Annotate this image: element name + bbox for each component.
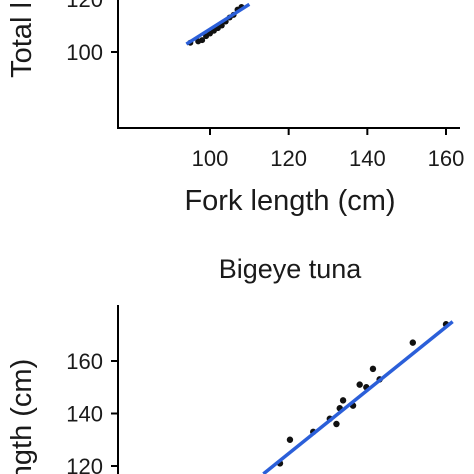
bottom-ticks: 120 140 160 [66, 349, 118, 474]
panel-top: 100 120 140 160 100 120 Fork length (cm) Tota… [6, 0, 464, 217]
bottom-data-point [333, 420, 340, 428]
top-y-axis-title: Total l [6, 2, 38, 78]
top-fit-line [185, 2, 251, 46]
panel-bottom: Bigeye tuna 120 140 160 ngth (cm) [6, 254, 454, 474]
bottom-data-point [409, 339, 416, 346]
bottom-y-tick-label: 120 [66, 454, 103, 474]
top-y-tick-label: 100 [66, 40, 103, 65]
bottom-fit-line [262, 320, 454, 474]
top-x-tick-label: 120 [270, 146, 307, 171]
bottom-y-axis-title: ngth (cm) [6, 359, 38, 474]
top-data-point [199, 37, 206, 44]
top-x-axis-title: Fork length (cm) [184, 185, 395, 217]
top-x-tick-label: 160 [428, 146, 465, 171]
bottom-data-point [286, 436, 294, 443]
top-y-tick-label: 120 [66, 0, 103, 12]
bottom-y-tick-label: 140 [66, 402, 103, 427]
top-ticks: 100 120 140 160 100 120 [66, 0, 464, 171]
top-plot-area [185, 2, 251, 46]
top-x-tick-label: 100 [192, 146, 229, 171]
bottom-data-point [339, 397, 347, 404]
bottom-plot-area [262, 320, 454, 474]
bottom-y-tick-label: 160 [66, 349, 103, 374]
bottom-data-point [369, 365, 377, 373]
top-axes [117, 0, 460, 129]
bottom-data-point [356, 381, 363, 388]
top-x-tick-label: 140 [349, 146, 386, 171]
bottom-panel-title: Bigeye tuna [219, 254, 363, 284]
